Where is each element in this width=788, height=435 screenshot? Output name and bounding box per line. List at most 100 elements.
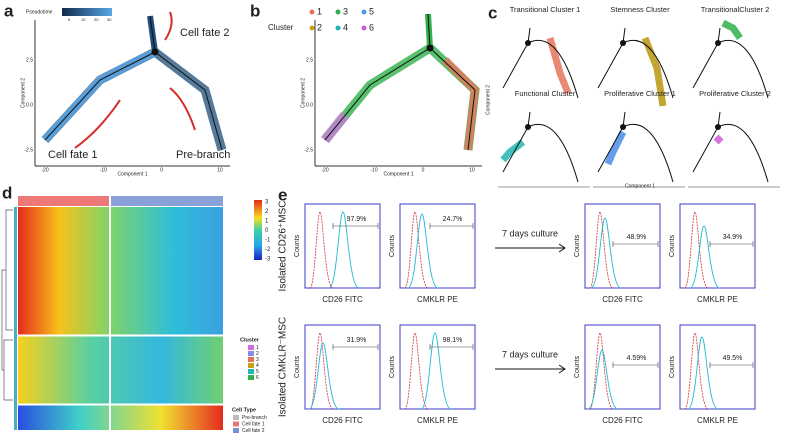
histogram-sample [687,336,719,410]
cluster-cells [546,37,572,95]
annotation: Pre-branch [176,149,230,161]
legend-label: 1 [317,6,322,16]
mini-plot [593,111,685,188]
x-tick-label: 0 [160,167,163,173]
branch-point [715,124,721,130]
gate-percentage: 31.9% [347,337,367,344]
panel-label: b [250,1,260,20]
x-axis-label: CMKLR PE [697,295,738,304]
legend-swatch [248,375,254,380]
gate [429,344,474,350]
arrow-label: 7 days culture [502,228,558,238]
arrow [164,11,173,41]
axis-label: Component 1 [117,171,147,177]
legend-label: 5 [256,369,259,375]
panel-b [314,13,482,167]
histogram-sample [308,342,340,410]
cluster-bar [14,207,17,430]
branch-point [426,44,434,52]
legend-label: 3 [343,6,348,16]
cluster-cells [500,139,526,163]
scale-tick: 0 [265,228,269,234]
scale-tick: -2 [265,247,271,253]
histogram-control [589,332,614,410]
legend-swatch [233,421,239,427]
y-tick-label: 2.5 [306,57,313,63]
histogram-frame [304,203,381,289]
legend-title: Cluster [240,337,260,343]
branch-point [525,124,531,130]
scale-tick: 3 [265,200,269,206]
trajectory-line [597,111,674,183]
heatmap-block [18,405,223,430]
gate [332,344,379,350]
arrow [495,364,566,374]
heatmap-block [18,207,223,335]
histogram-control [404,211,429,289]
legend-label: 3 [256,357,259,363]
mini-plot [502,27,579,99]
legend-swatch [309,25,315,31]
axis-label: Component 2 [20,78,26,108]
legend-label: 4 [343,22,348,32]
x-axis-label: CMKLR PE [417,416,458,425]
legend-swatch [361,25,367,31]
histogram-control [684,211,709,289]
legend-label: Cell fate 1 [242,421,265,427]
panel-a [34,8,230,167]
x-axis-label: CMKLR PE [417,295,458,304]
legend-swatch [233,415,239,420]
histogram-frame [399,324,476,410]
branch-point [525,40,531,46]
legend-swatch [361,9,367,15]
histogram-frame [584,324,661,410]
gate [709,241,754,247]
panel-d [1,196,262,430]
legend-swatch [248,357,254,362]
cluster-title: Functional Cluster [515,89,576,98]
legend-title: Cell Type [232,407,256,413]
arrow [495,243,566,253]
panel-label: a [4,1,14,20]
gate-percentage: 34.9% [723,234,743,241]
mini-plot [692,19,769,99]
axis-label: Component 1 [625,183,655,189]
y-tick-label: -2.5 [24,147,33,153]
heatmap-block [18,336,223,404]
trajectory-line [692,111,769,183]
legend-tick: 0 [68,17,71,22]
y-axis-label: Counts [294,355,301,378]
y-axis-label: Counts [574,355,581,378]
axis-label: Component 2 [300,78,306,108]
histogram-control [309,211,334,289]
trajectory-line [324,13,476,151]
color-scale [254,200,262,260]
row-label: Isolated CMKLR⁻MSC [278,317,289,417]
legend-swatch [233,428,239,433]
histogram-frame [679,203,756,289]
mini-plot [498,111,590,188]
gate [709,362,754,368]
cluster-cells [604,130,627,166]
x-tick-label: -20 [41,167,48,173]
legend-title: Cluster [268,23,294,32]
legend-label: 6 [369,22,374,32]
histogram-control [309,332,334,410]
legend-swatch [248,351,254,356]
arrow-label: 7 days culture [502,349,558,359]
legend-label: 2 [256,351,259,357]
arrow [74,99,121,149]
mini-plot [688,111,780,188]
legend-label: Pre-branch [242,415,267,421]
panel-e: Isolated CD26⁺MSC 97.9% CD26 FITC Counts 24.… [278,201,756,425]
cluster-cells [721,19,743,41]
scale-tick: 1 [265,219,269,225]
annotation: Cell fate 2 [180,27,230,39]
arrow [169,87,196,131]
cluster-cells [713,134,724,145]
legend-label: 5 [369,6,374,16]
branch-point [620,124,626,130]
legend-tick: 30 [107,17,112,22]
legend-swatch [309,9,315,15]
